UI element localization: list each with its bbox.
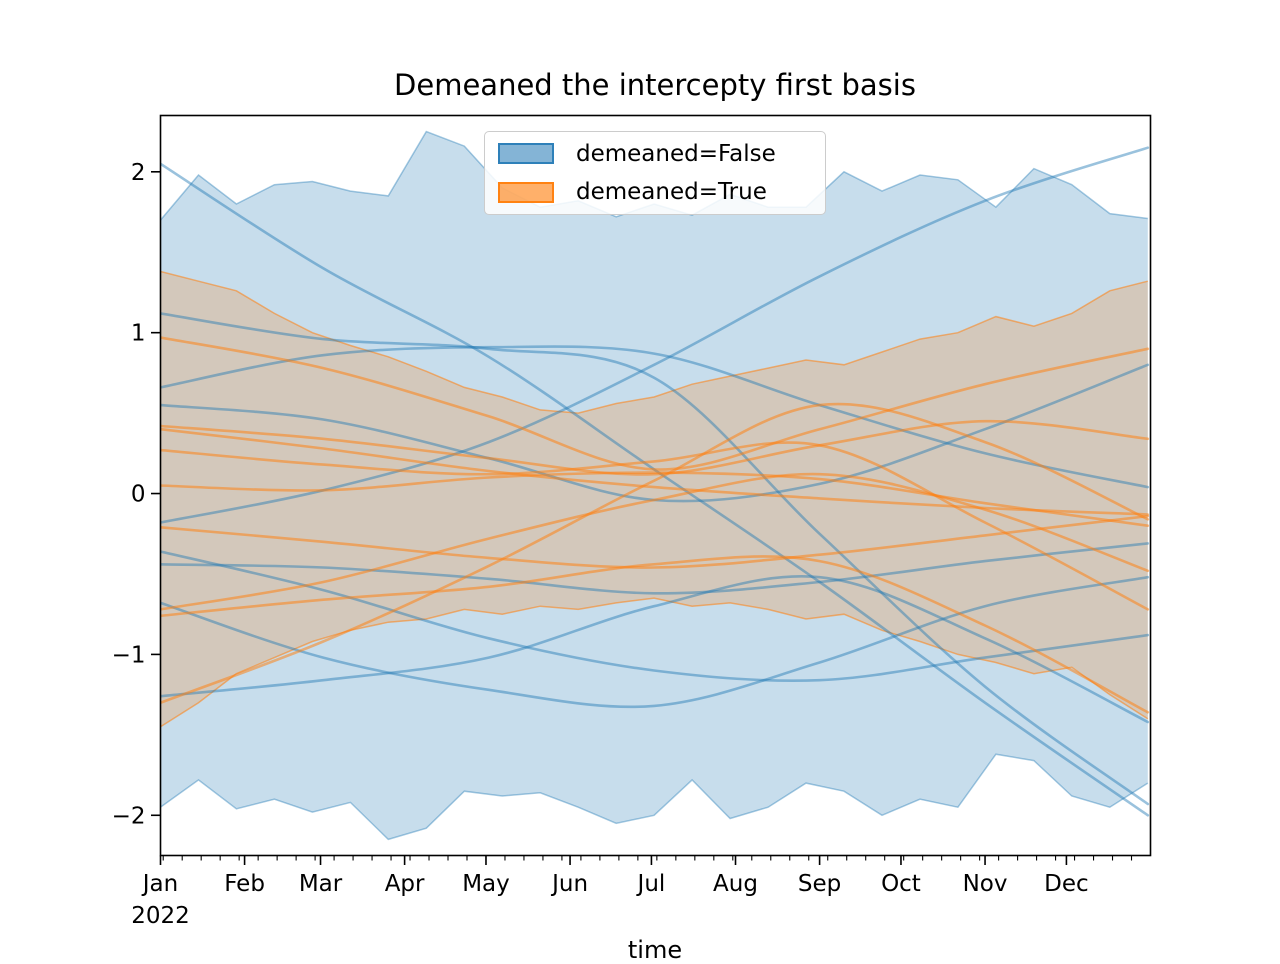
y-tick-label: 1 (131, 321, 146, 347)
x-tick-label: Apr (385, 871, 425, 897)
legend-label: demeaned=False (576, 140, 776, 167)
series-line-true-3 (160, 427, 1150, 516)
x-tick-label: Aug (713, 871, 758, 897)
chart-title: Demeaned the intercepty first basis (394, 68, 916, 102)
legend-swatch-orange (498, 181, 554, 203)
legend-swatch-blue (498, 143, 554, 165)
series-line-true-7 (160, 472, 1150, 611)
series-line-true-5 (160, 471, 1150, 527)
series-line-false-8 (160, 575, 1150, 709)
y-tick-label: 2 (131, 160, 146, 186)
x-major-ticks: Jan Feb Mar Apr May Jun Jul Aug Sep Oct Nov Dec (141, 855, 1089, 897)
x-tick-label: May (462, 871, 510, 897)
x-tick-label: Feb (224, 871, 265, 897)
x-tick-label: Nov (963, 871, 1008, 897)
series-line-true-8 (160, 555, 1150, 714)
demeaned-false-band-lower-edge (160, 753, 1149, 841)
series-line-false-3 (160, 345, 1150, 489)
x-tick-label: Jul (636, 871, 666, 897)
series-line-false-6 (160, 550, 1150, 682)
demeaned-true-band-lower-edge (160, 597, 1149, 728)
x-tick-label: Mar (299, 871, 343, 897)
x-tick-label: Sep (798, 871, 841, 897)
series-line-false-2 (160, 312, 1150, 806)
x-tick-label: Jan (141, 871, 178, 897)
legend: demeaned=False demeaned=True (484, 131, 826, 215)
series-line-true-2 (160, 419, 1150, 476)
x-tick-label: Oct (881, 871, 921, 897)
x-axis-title: time (627, 936, 683, 964)
demeaned-false-band (160, 131, 1148, 840)
series-line-true-6 (160, 514, 1150, 569)
legend-item-demeaned-false: demeaned=False (485, 135, 825, 173)
x-tick-label: Dec (1044, 871, 1089, 897)
x-axis-year-label: 2022 (131, 903, 190, 929)
series-line-true-4 (160, 441, 1150, 611)
series-line-true-1 (160, 336, 1150, 471)
x-minor-ticks (162, 855, 1133, 861)
demeaned-true-band-upper-edge (160, 270, 1148, 414)
legend-label: demeaned=True (576, 179, 767, 206)
y-tick-label: 0 (131, 482, 146, 508)
y-ticks: −2 −1 0 1 2 (112, 160, 161, 829)
series-line-false-9 (160, 575, 1150, 724)
legend-item-demeaned-true: demeaned=True (485, 173, 825, 211)
series-line-true-9 (160, 402, 1150, 704)
y-tick-label: −2 (112, 803, 146, 829)
x-tick-label: Jun (550, 871, 588, 897)
y-tick-label: −1 (112, 642, 146, 668)
series-line-false-7 (160, 542, 1150, 595)
plot-area (160, 130, 1150, 841)
axes-spines (159, 114, 1152, 857)
